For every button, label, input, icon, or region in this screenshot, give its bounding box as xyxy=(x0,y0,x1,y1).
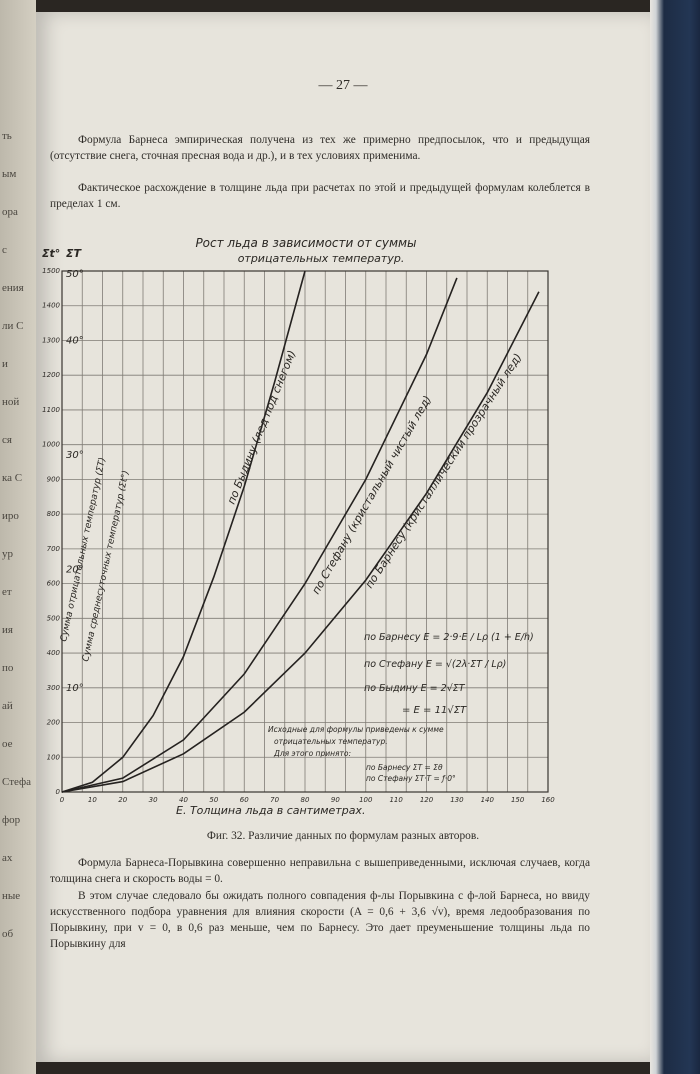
y-tick-label: 1100 xyxy=(42,406,60,414)
left-page-fragment: об xyxy=(2,928,14,940)
series-line-2 xyxy=(61,291,540,793)
y-tick-label: 200 xyxy=(47,719,61,727)
x-tick-label: 160 xyxy=(541,796,555,804)
condition-barnes: по Барнесу ΣT = Σθ xyxy=(366,763,443,772)
x-tick-label: 110 xyxy=(389,796,403,804)
y-tick-label: 100 xyxy=(47,753,61,761)
left-page-fragment: и xyxy=(2,358,8,370)
series-line-1 xyxy=(61,277,458,793)
chart-subtitle: отрицательных температур. xyxy=(238,252,405,265)
left-page-fragment: ия xyxy=(2,624,13,636)
adjacent-left-page: ть ым ора с ения ли С и ной ся ка С иро ур ет ия по ай о… xyxy=(0,0,36,1074)
left-page-fragment: ах xyxy=(2,852,13,864)
y2-tick-labels: 10° 20° 30° 40° 50° xyxy=(66,269,84,694)
formula-stefan: по Стефану E = √(2λ·ΣT / Lρ) xyxy=(364,659,506,670)
y-tick-label: 800 xyxy=(47,510,61,518)
x-tick-label: 100 xyxy=(359,796,373,804)
y-tick-label: 1000 xyxy=(42,441,60,449)
left-page-fragment: ур xyxy=(2,548,13,560)
x-tick-label: 60 xyxy=(240,796,249,804)
y-tick-label: 1400 xyxy=(42,302,60,310)
x-tick-label: 90 xyxy=(331,796,340,804)
series-line-0 xyxy=(61,270,306,793)
x-tick-label: 30 xyxy=(149,796,158,804)
note-line-3: Для этого принято: xyxy=(273,749,351,758)
note-line-1: Исходные для формулы приведены к сумме xyxy=(268,725,444,734)
note-line-2: отрицательных температур. xyxy=(274,737,388,746)
y-tick-label: 300 xyxy=(47,684,61,692)
paragraph-1: Формула Барнеса эмпирическая получена из… xyxy=(50,134,590,162)
series-label-bydin: по Быдину (лед под снегом) xyxy=(225,348,299,506)
y2-tick-label: 20° xyxy=(66,565,84,576)
formula-barnes: по Барнесу E = 2·9·E / Lρ (1 + E/h) xyxy=(364,632,534,643)
y-header-left: Σt° xyxy=(42,247,60,260)
left-page-fragment: ения xyxy=(2,282,24,294)
left-page-fragment: ет xyxy=(2,586,12,598)
x-tick-label: 0 xyxy=(60,796,65,804)
x-tick-label: 80 xyxy=(301,796,310,804)
left-page-fragment: ли С xyxy=(2,320,24,332)
x-tick-label: 130 xyxy=(450,796,464,804)
y-tick-label: 1300 xyxy=(42,336,60,344)
left-page-fragment: ора xyxy=(2,206,18,218)
y-header-right: ΣT xyxy=(66,247,83,260)
y-tick-label: 600 xyxy=(47,580,61,588)
x-tick-label: 10 xyxy=(88,796,97,804)
y-tick-label: 1200 xyxy=(42,371,60,379)
chart-title: Рост льда в зависимости от суммы xyxy=(195,236,416,250)
x-tick-label: 140 xyxy=(481,796,495,804)
x-tick-label: 120 xyxy=(420,796,434,804)
paragraph-3: Формула Барнеса-Порывкина совершенно неп… xyxy=(50,857,590,885)
left-page-fragment: ся xyxy=(2,434,12,446)
left-page-fragment: по xyxy=(2,662,14,674)
left-page-fragment: с xyxy=(2,244,7,256)
y-tick-label: 400 xyxy=(47,649,61,657)
y-tick-labels: 0 100 200 300 400 500 600 700 800 900 1000 1100 1200… xyxy=(42,267,60,796)
x-tick-label: 20 xyxy=(118,796,127,804)
y2-tick-label: 40° xyxy=(66,335,84,346)
page-number: — 27 — xyxy=(318,78,368,93)
left-page-fragment: ка С xyxy=(2,472,23,484)
left-page-fragment: ай xyxy=(2,700,13,712)
formula-box: по Барнесу E = 2·9·E / Lρ (1 + E/h) по С… xyxy=(268,632,534,783)
left-page-fragment: ое xyxy=(2,738,13,750)
left-page-fragment: иро xyxy=(2,510,19,522)
chart-series xyxy=(61,270,540,793)
x-tick-labels: 0 10 20 30 40 50 60 70 80 90 100 110 120 130 140 150 160 xyxy=(60,796,555,804)
x-tick-label: 70 xyxy=(270,796,279,804)
book-page: — 27 — Формула Барнеса эмпирическая полу… xyxy=(36,12,650,1062)
y-tick-label: 500 xyxy=(47,614,61,622)
left-page-fragment: Стефа xyxy=(2,776,32,788)
y-tick-label: 1500 xyxy=(42,267,60,275)
paragraph-4: В этом случае следовало бы ожидать полно… xyxy=(50,890,590,950)
book-spine xyxy=(650,0,700,1074)
condition-stefan: по Стефану ΣT·T = ƒ·0° xyxy=(366,774,456,783)
y2-tick-label: 30° xyxy=(66,450,84,461)
y-tick-label: 0 xyxy=(56,788,61,796)
y2-tick-label: 50° xyxy=(66,269,84,280)
left-page-fragment: ть xyxy=(2,130,12,142)
formula-bydin: по Быдину E = 2√ΣT xyxy=(364,683,466,694)
figure-caption: Фиг. 32. Различие данных по формулам раз… xyxy=(206,830,480,842)
formula-bydin-alt: = E = 11√ΣT xyxy=(402,705,467,716)
x-axis-label: Е. Толщина льда в сантиметрах. xyxy=(176,804,365,817)
x-tick-label: 40 xyxy=(179,796,188,804)
series-label-stefan: по Стефану (кристальный чистый лед) xyxy=(309,393,434,596)
left-page-fragment: фор xyxy=(2,814,21,826)
chart-grid xyxy=(62,271,548,792)
left-page-fragment: ым xyxy=(2,168,17,180)
x-tick-label: 150 xyxy=(511,796,525,804)
left-page-fragment: ной xyxy=(2,396,20,408)
ice-growth-chart: Рост льда в зависимости от суммы отрицат… xyxy=(42,236,555,817)
y-tick-label: 700 xyxy=(47,545,61,553)
y-tick-label: 900 xyxy=(47,475,61,483)
paragraph-2: Фактическое расхождение в толщине льда п… xyxy=(50,182,590,210)
y2-tick-label: 10° xyxy=(66,683,84,694)
left-page-fragment: ные xyxy=(2,890,21,902)
x-tick-label: 50 xyxy=(209,796,218,804)
